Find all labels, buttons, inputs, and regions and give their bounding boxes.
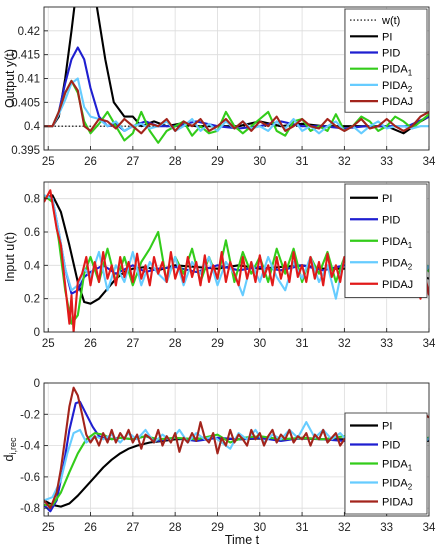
y-tick-label: 0 — [34, 327, 40, 339]
x-tick-label: 26 — [84, 156, 97, 168]
y-axis-label: Input u(t) — [3, 232, 17, 282]
legend-label: PIDA1 — [382, 64, 413, 78]
legend-label: PID — [382, 440, 400, 452]
x-tick-label: 30 — [253, 338, 266, 350]
legend-label: PIDA1 — [382, 459, 413, 473]
axes-frame — [43, 181, 430, 333]
y-axis-label: Output y(t) — [3, 49, 17, 108]
legend-label: PIDAJ — [382, 279, 413, 291]
series-group — [44, 7, 429, 144]
x-tick-label: 29 — [211, 338, 224, 350]
legend: w(t) PI PID PIDA1 PIDA2 PIDAJ — [344, 8, 428, 113]
y-tick-label: -0.4 — [20, 441, 40, 453]
x-tick-label: 28 — [169, 522, 182, 534]
x-tick-label: 33 — [380, 522, 393, 534]
x-tick-label: 34 — [423, 338, 436, 350]
x-tick-label: 27 — [126, 156, 139, 168]
x-tick-label: 26 — [84, 522, 97, 534]
x-axis-label: Time t — [225, 533, 260, 547]
y-tick-label: 0.8 — [24, 194, 40, 206]
legend-label: PI — [382, 193, 392, 205]
legend-label: PIDA2 — [382, 478, 413, 492]
x-tick-label: 28 — [169, 338, 182, 350]
legend-label: w(t) — [381, 15, 400, 27]
legend-label: PIDAJ — [382, 497, 413, 509]
legend-label: PI — [382, 421, 392, 433]
legend: PI PID PIDA1 PIDA2 PIDAJ — [344, 183, 428, 298]
x-tick-label: 25 — [42, 156, 55, 168]
x-tick-label: 26 — [84, 338, 97, 350]
y-tick-label: 0.41 — [18, 74, 40, 86]
x-tick-label: 28 — [169, 156, 182, 168]
y-tick-label: 0.2 — [24, 294, 40, 306]
x-tick-label: 32 — [338, 522, 351, 534]
y-axis-label: di,rec — [2, 437, 18, 461]
x-tick-label: 33 — [380, 156, 393, 168]
legend-label: PIDA2 — [382, 80, 413, 94]
x-tick-label: 29 — [211, 156, 224, 168]
x-tick-label: 33 — [380, 338, 393, 350]
series-line-pida1 — [44, 79, 429, 144]
legend: PI PID PIDA1 PIDA2 PIDAJ — [344, 412, 428, 515]
x-tick-label: 30 — [253, 522, 266, 534]
x-tick-label: 34 — [423, 522, 436, 534]
y-tick-label: 0.405 — [11, 97, 40, 109]
x-tick-label: 27 — [126, 338, 139, 350]
y-tick-label: 0.4 — [24, 121, 41, 133]
axes-frame — [43, 382, 430, 517]
y-tick-label: 0.4 — [24, 260, 41, 272]
x-tick-label: 32 — [338, 156, 351, 168]
y-tick-label: -0.6 — [20, 472, 40, 484]
y-tick-label: 0.415 — [11, 50, 40, 62]
x-tick-label: 34 — [423, 156, 436, 168]
legend-label: PID — [382, 214, 400, 226]
legend-label: PI — [382, 31, 392, 43]
x-tick-label: 32 — [338, 338, 351, 350]
legend-label: PIDA2 — [382, 257, 413, 271]
legend-label: PID — [382, 48, 400, 60]
x-tick-label: 31 — [296, 522, 309, 534]
x-tick-label: 27 — [126, 522, 139, 534]
x-tick-label: 30 — [253, 156, 266, 168]
y-tick-label: 0.6 — [24, 227, 40, 239]
x-tick-label: 25 — [42, 338, 55, 350]
legend-label: PIDAJ — [382, 96, 413, 108]
panel-disturbance: 25 26 27 28 29 30 31 32 33 34 -0.8 -0.6 -0.4 -0.2 0 di,… — [2, 378, 436, 534]
x-tick-label: 31 — [296, 156, 309, 168]
x-tick-label: 31 — [296, 338, 309, 350]
x-tick-label: 29 — [211, 522, 224, 534]
legend-box — [344, 8, 428, 113]
y-tick-label: 0.395 — [11, 145, 40, 157]
panel-output: 25 26 27 28 29 30 31 32 33 34 0.395 0.4 0.405 0.41 0.4… — [3, 6, 436, 168]
y-tick-label: -0.2 — [20, 409, 40, 421]
y-tick-label: 0.42 — [18, 26, 40, 38]
panel-input: 25 26 27 28 29 30 31 32 33 34 0 0.2 0.4 0.6 0.8 Input u… — [3, 181, 436, 350]
y-tick-label: 0 — [34, 378, 40, 390]
legend-label: PIDA1 — [382, 236, 413, 250]
y-tick-label: -0.8 — [20, 503, 40, 515]
x-tick-label: 25 — [42, 522, 55, 534]
series-line-pidaj — [44, 79, 429, 135]
